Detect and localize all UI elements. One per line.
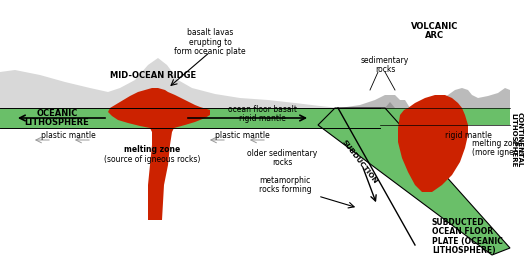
Polygon shape bbox=[398, 95, 468, 192]
Text: SUBDUCTION: SUBDUCTION bbox=[341, 139, 379, 185]
Text: SUBDUCTED
OCEAN FLOOR
PLATE (OCEANIC
LITHOSPHERE): SUBDUCTED OCEAN FLOOR PLATE (OCEANIC LIT… bbox=[432, 218, 503, 255]
Text: plastic mantle: plastic mantle bbox=[41, 132, 95, 140]
Text: sedimentary
rocks: sedimentary rocks bbox=[361, 56, 409, 74]
Text: CONTINENTAL
LITHOSPHERE: CONTINENTAL LITHOSPHERE bbox=[510, 112, 522, 168]
Polygon shape bbox=[0, 58, 340, 108]
Polygon shape bbox=[340, 88, 510, 108]
Text: MID-OCEAN RIDGE: MID-OCEAN RIDGE bbox=[110, 70, 196, 80]
Polygon shape bbox=[108, 88, 210, 220]
Text: (source of igneous rocks): (source of igneous rocks) bbox=[104, 156, 200, 164]
Text: OCEANIC
LITHOSPHERE: OCEANIC LITHOSPHERE bbox=[25, 109, 90, 127]
Text: ocean floor basalt
rigid mantle: ocean floor basalt rigid mantle bbox=[227, 105, 297, 123]
Text: melting zone
(more igneous rocks): melting zone (more igneous rocks) bbox=[472, 139, 524, 157]
Polygon shape bbox=[0, 108, 380, 128]
Text: melting zone: melting zone bbox=[124, 145, 180, 155]
Polygon shape bbox=[385, 102, 395, 108]
Text: older sedimentary
rocks: older sedimentary rocks bbox=[247, 149, 317, 167]
Text: metamorphic
rocks forming: metamorphic rocks forming bbox=[259, 176, 311, 194]
Polygon shape bbox=[318, 108, 510, 255]
Text: basalt lavas
erupting to
form oceanic plate: basalt lavas erupting to form oceanic pl… bbox=[174, 28, 246, 56]
Text: plastic mantle: plastic mantle bbox=[215, 132, 269, 140]
Polygon shape bbox=[380, 108, 510, 125]
Text: rigid mantle: rigid mantle bbox=[444, 130, 492, 139]
Text: VOLCANIC
ARC: VOLCANIC ARC bbox=[411, 22, 458, 40]
